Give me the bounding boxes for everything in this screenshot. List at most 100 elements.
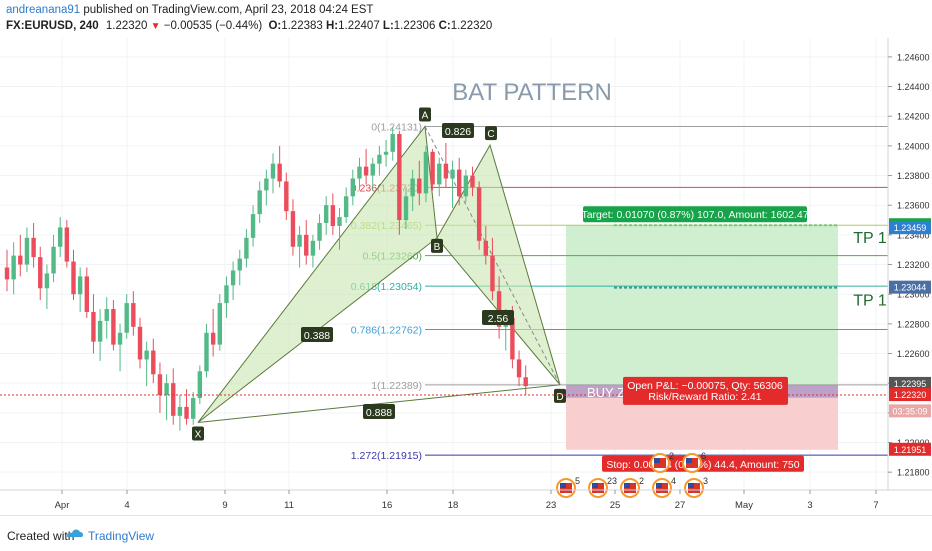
candle-body (151, 350, 156, 375)
tp1-label-upper: TP 1 (853, 230, 887, 247)
candle-body (297, 234, 302, 247)
candle-body (117, 332, 123, 345)
last-price: 1.22320 (105, 20, 148, 32)
point-c-label-box (485, 126, 497, 141)
time-axis[interactable]: Apr 4 9 11 16 18 23 25 27 May 3 7 (0, 489, 932, 511)
candle-body (257, 190, 262, 215)
candle-body (197, 371, 203, 399)
price-tag (889, 404, 931, 418)
point-x-label-box (192, 426, 204, 441)
candle-body (516, 359, 522, 378)
candle-body (58, 227, 63, 247)
candle-body (244, 237, 249, 259)
point-d-label-box (554, 388, 566, 403)
tradingview-brand-link[interactable]: TradingView (88, 529, 155, 543)
price-tick-label: 1.23600 (897, 201, 930, 211)
price-axis[interactable]: 1.24600 1.24400 1.24200 1.24000 1.23800 1.236… (887, 38, 932, 490)
price-tag (889, 442, 931, 456)
candle-body (217, 303, 222, 345)
point-a-label-box (419, 107, 431, 122)
candle-body (250, 214, 256, 238)
candle-body (470, 175, 475, 188)
time-tick-label: 11 (284, 500, 294, 511)
ratio-box (301, 327, 333, 342)
candle-body (184, 406, 189, 419)
candle-body (277, 163, 282, 182)
pnl-box (623, 376, 788, 405)
candle-body (363, 166, 369, 176)
candle-body (264, 178, 269, 191)
ratio-label: 0.388 (304, 330, 330, 342)
price-tick-label: 1.22600 (897, 349, 930, 359)
candle-body (496, 291, 502, 327)
close-value: 1.22320 (450, 20, 493, 32)
low-label: L: (382, 20, 394, 32)
candle-body (124, 303, 129, 333)
candle-body (523, 377, 528, 387)
fib-label: 0(1.24131) (371, 121, 422, 133)
candle-body (44, 273, 50, 289)
candle-body (317, 223, 322, 241)
candle-body (144, 350, 149, 360)
price-tag-label: 1.21951 (894, 445, 927, 455)
candle-body (390, 134, 395, 152)
candle-body (204, 332, 209, 372)
price-chart[interactable]: 0(1.24131)0.236(1.23720)0.382(1.23465)0.… (0, 0, 932, 515)
point-c-label: C (487, 129, 494, 140)
chart-header: andreanana91 published on TradingView.co… (0, 0, 932, 38)
candle-body (490, 255, 495, 292)
candle-body (38, 257, 43, 289)
event-count: 6 (701, 451, 706, 461)
flag-canton (654, 458, 660, 463)
candle-body (77, 276, 83, 295)
candle-body (397, 134, 402, 221)
candle-body (137, 326, 143, 360)
price-tick-label: 1.23200 (897, 260, 930, 270)
candle-body (357, 166, 362, 179)
point-a-label: A (422, 110, 429, 121)
candle-body (224, 285, 229, 304)
price-tick-label: 1.23000 (897, 290, 930, 300)
author-link[interactable]: andreanana91 (6, 4, 81, 16)
time-tick-label: 25 (610, 500, 621, 511)
tradingview-logo-icon[interactable] (66, 526, 84, 540)
price-tick-label: 1.23800 (897, 171, 930, 181)
symbol-name[interactable]: FX:EURUSD, 240 (6, 20, 99, 32)
candle-body (463, 175, 469, 197)
chart-title: BAT PATTERN (452, 79, 612, 106)
fib-label: 1(1.22389) (371, 380, 422, 392)
time-tick-label: 4 (124, 500, 129, 511)
event-count: 23 (607, 476, 617, 486)
candle-body (11, 255, 16, 280)
time-tick-label: Apr (55, 500, 70, 511)
position-zones (566, 225, 838, 450)
candle-body (350, 178, 355, 197)
candle-body (91, 311, 96, 342)
candle-body (403, 196, 409, 221)
candle-body (4, 267, 10, 280)
candle-body (343, 196, 349, 218)
price-change: −0.00535 (−0.44%) (163, 20, 263, 32)
publish-info: published on TradingView.com, April 23, … (83, 4, 374, 16)
symbol-line: FX:EURUSD, 240 1.22320 ▼ −0.00535 (−0.44… (6, 20, 492, 32)
price-tags: 1.234651.234591.230441.223951.2232003:35… (889, 218, 931, 456)
candle-body (270, 163, 276, 179)
price-tick-label: 1.24200 (897, 112, 930, 122)
pnl-label: Open P&L: −0.00075, Qty: 56306 (627, 380, 783, 392)
target-label: Target: 0.01070 (0.87%) 107.0, Amount: 1… (581, 209, 808, 221)
ratio-box (442, 123, 474, 138)
target-label-box (583, 206, 807, 223)
candle-body (177, 406, 183, 416)
price-tag (889, 280, 931, 294)
footer: Created with TradingView (0, 515, 932, 551)
price-tag (889, 376, 931, 390)
price-tag (889, 221, 931, 235)
pattern-xd-line (197, 384, 561, 423)
time-tick-label: 16 (382, 500, 393, 511)
time-tick-label: 23 (546, 500, 557, 511)
open-value: 1.22383 (281, 20, 323, 32)
candle-body (171, 383, 176, 416)
candle-body (330, 205, 336, 226)
candle-body (337, 217, 342, 226)
candle-body (164, 383, 169, 396)
